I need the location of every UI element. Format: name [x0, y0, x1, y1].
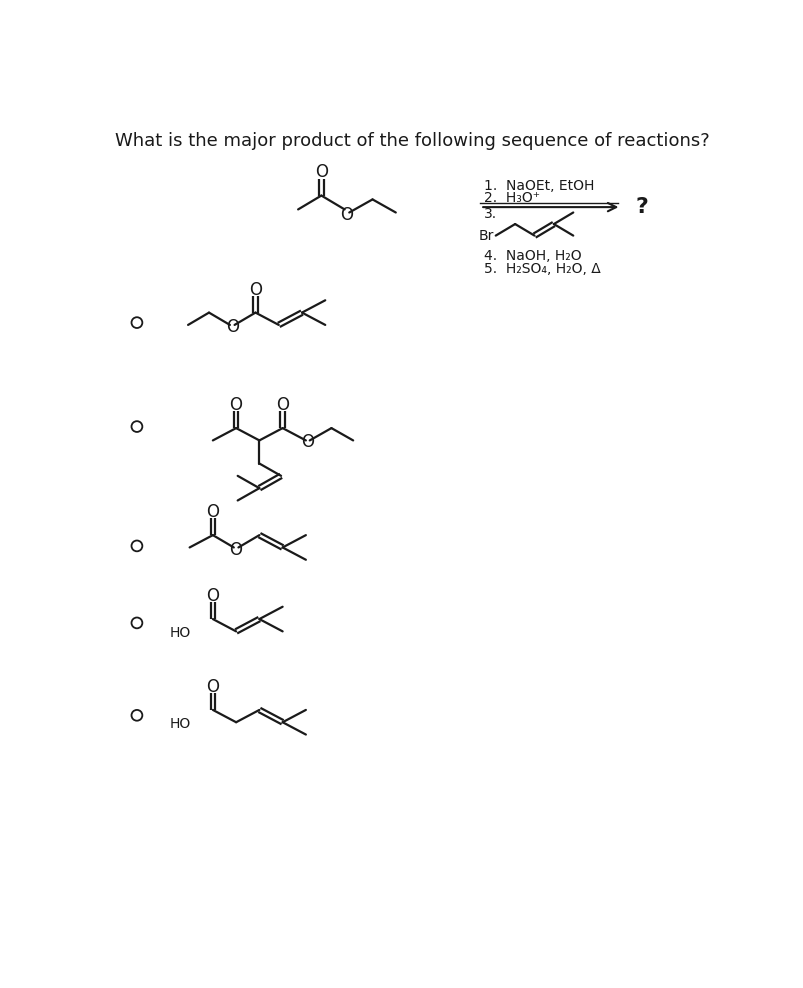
Text: ?: ? [634, 198, 647, 217]
Text: O: O [230, 396, 243, 414]
Text: HO: HO [169, 716, 191, 731]
Text: 4.  NaOH, H₂O: 4. NaOH, H₂O [483, 249, 581, 264]
Text: What is the major product of the following sequence of reactions?: What is the major product of the followi… [115, 132, 708, 150]
Text: 1.  NaOEt, EtOH: 1. NaOEt, EtOH [483, 179, 593, 193]
Text: O: O [206, 503, 219, 521]
Text: Br: Br [479, 228, 494, 243]
Text: O: O [249, 281, 262, 298]
Text: O: O [230, 540, 243, 559]
Text: HO: HO [169, 626, 191, 640]
Text: O: O [206, 678, 219, 696]
Text: O: O [275, 396, 289, 414]
Text: O: O [340, 206, 353, 224]
Text: O: O [300, 433, 313, 451]
Text: 3.: 3. [483, 207, 496, 221]
Text: O: O [206, 587, 219, 605]
Text: 5.  H₂SO₄, H₂O, Δ: 5. H₂SO₄, H₂O, Δ [483, 262, 600, 276]
Text: O: O [315, 163, 328, 182]
Text: 2.  H₃O⁺: 2. H₃O⁺ [483, 191, 540, 205]
Text: O: O [226, 318, 238, 336]
